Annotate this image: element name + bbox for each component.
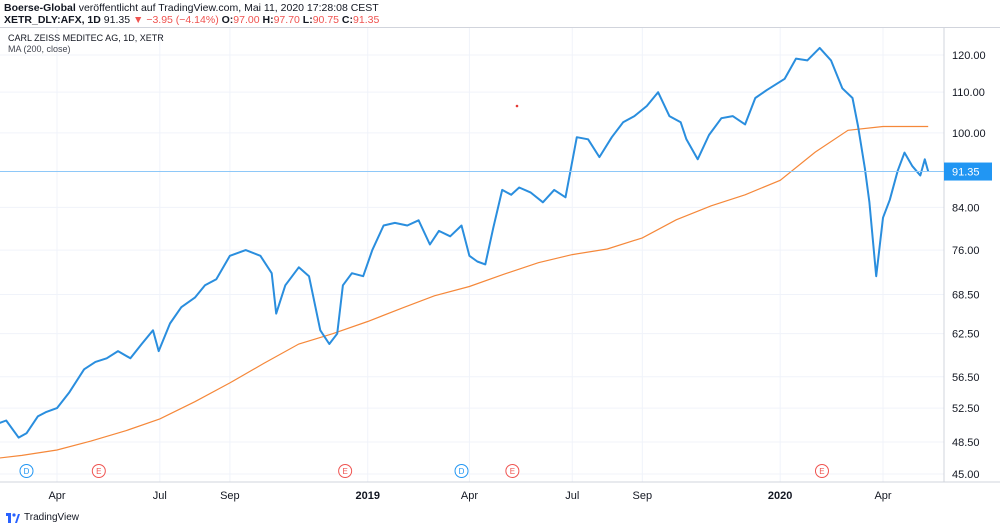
price-change: −3.95 (−4.14%) [146,14,219,26]
open-label: O: [221,14,234,26]
dividend-event-marker[interactable] [19,464,34,478]
marker-dot [515,104,519,108]
price-chart[interactable]: 45.00 48.50 52.50 56.50 62.50 68.50 76.00 84.00… [0,28,1000,510]
price-line [0,46,930,439]
symbol: XETR_DLY:AFX, 1D [4,14,101,26]
event-marker-label: E [96,467,101,476]
event-marker-label: E [819,467,824,476]
y-tick-label: 76.00 [952,245,980,257]
x-tick-label: Sep [220,490,240,502]
earnings-event-marker[interactable] [91,464,106,478]
x-tick-label: Apr [48,490,65,502]
x-tick-label: Apr [874,490,891,502]
y-tick-label: 68.50 [952,290,980,302]
x-tick-label: 2019 [355,490,379,502]
publish-info: Boerse-Global veröffentlicht auf Trading… [4,2,379,14]
y-tick-label: 56.50 [952,372,980,384]
open-value: 97.00 [233,14,260,26]
y-tick-label: 100.00 [952,128,986,140]
low-value: 90.75 [312,14,339,26]
last-price-label: 91.35 [952,167,980,179]
y-tick-label: 84.00 [952,202,980,214]
low-label: L: [302,14,313,26]
event-marker-label: D [24,467,30,476]
y-tick-label: 110.00 [952,87,985,99]
close-value: 91.35 [353,14,380,26]
tradingview-logo-icon [6,512,20,523]
x-tick-label: Apr [461,490,478,502]
y-tick-label: 62.50 [952,329,980,341]
header-divider [0,27,1000,28]
y-tick-label: 52.50 [952,403,980,415]
high-label: H: [262,14,274,26]
y-tick-label: 48.50 [952,437,980,449]
close-label: C: [341,14,354,26]
last-price-badge [944,162,992,181]
dividend-event-marker[interactable] [454,464,469,478]
earnings-event-marker[interactable] [505,464,520,478]
high-value: 97.70 [273,14,300,26]
ma-200-line [0,125,929,459]
chart-legend-indicator: MA (200, close) [8,44,71,54]
event-marker-label: E [510,467,515,476]
y-tick-label: 120.00 [952,50,986,62]
event-marker-label: E [342,467,347,476]
chart-legend-title: CARL ZEISS MEDITEC AG, 1D, XETR [8,33,164,43]
published-text: veröffentlicht auf TradingView.com, Mai … [78,2,379,14]
x-tick-label: Jul [153,490,167,502]
event-marker-label: D [459,467,465,476]
earnings-event-marker[interactable] [338,464,353,478]
y-tick-label: 45.00 [952,469,980,481]
x-tick-label: Jul [565,490,579,502]
footer-brand-text: TradingView [24,512,80,523]
x-tick-label: Sep [633,490,653,502]
symbol-quote: XETR_DLY:AFX, 1D 91.35 ▼ −3.95 (−4.14%) … [4,14,379,26]
change-arrow-icon: ▼ [132,14,144,26]
x-tick-label: 2020 [768,490,792,502]
publisher-name: Boerse-Global [4,2,76,14]
earnings-event-marker[interactable] [814,464,829,478]
last-price: 91.35 [103,14,131,26]
footer-brand: TradingView [6,512,79,523]
